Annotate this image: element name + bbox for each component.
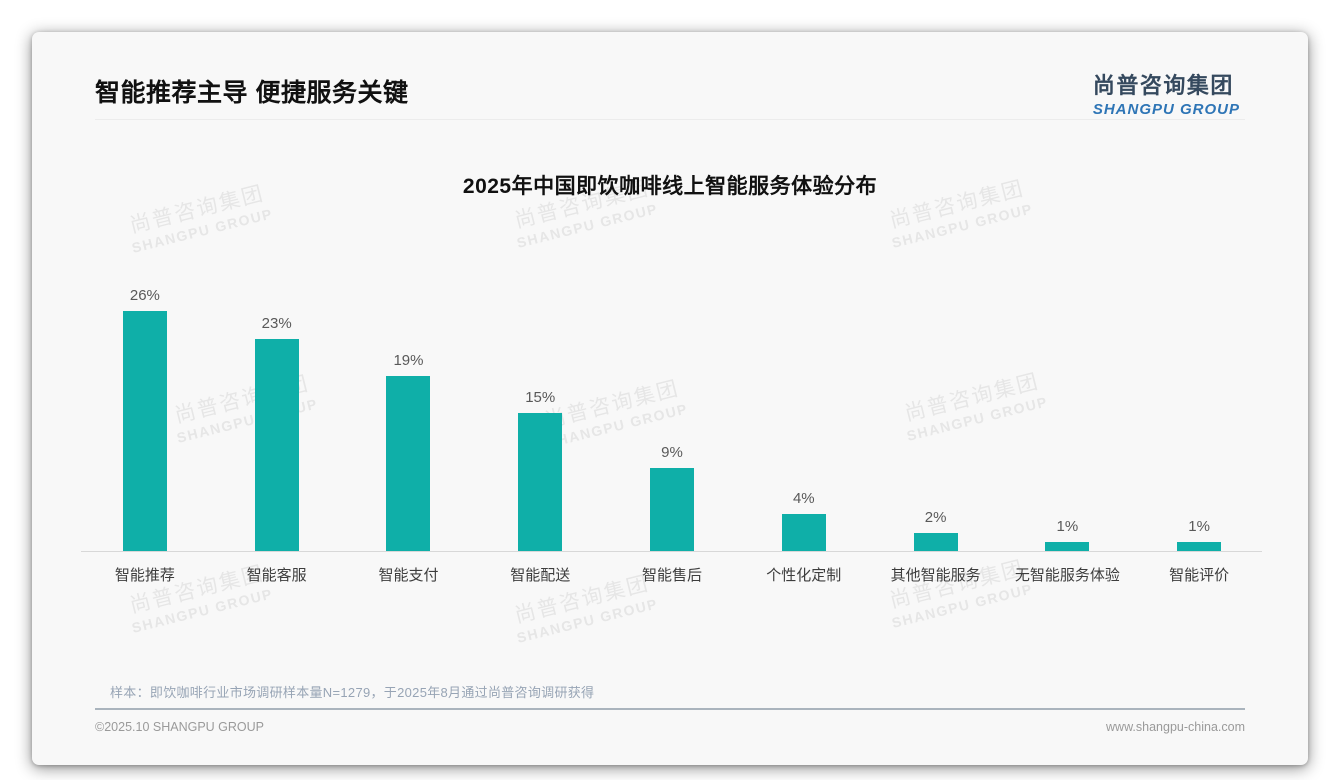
bar	[518, 412, 563, 551]
category-label: 智能售后	[642, 567, 703, 584]
category-label: 智能评价	[1169, 567, 1230, 584]
sample-note: 样本：即饮咖啡行业市场调研样本量N=1279，于2025年8月通过尚普咨询调研获…	[110, 685, 595, 700]
bar-chart: 26% 23% 19% 15% 9% 4% 2% 1% 1%	[79, 271, 1265, 551]
category-label: 智能客服	[246, 567, 307, 584]
website-url: www.shangpu-china.com	[1106, 720, 1245, 734]
category-label: 智能支付	[378, 567, 439, 584]
bar-value-label: 26%	[129, 287, 160, 304]
bar-value-label: 1%	[1056, 517, 1079, 535]
bar	[650, 467, 695, 551]
logo-cn-text: 尚普咨询集团	[1092, 73, 1234, 98]
bar	[254, 338, 299, 551]
bar-value-label: 23%	[261, 314, 292, 332]
bar-value-label: 15%	[525, 388, 556, 406]
logo-en-text: SHANGPU GROUP	[1092, 101, 1240, 118]
bar-column: 1%	[1001, 518, 1133, 551]
chart-title: 2025年中国即饮咖啡线上智能服务体验分布	[462, 175, 878, 198]
bar-value-label: 1%	[1188, 517, 1210, 535]
category-axis: 智能推荐 智能客服 智能支付 智能配送 智能售后 个性化定制 其他智能服务 无智能服务体验 智能…	[79, 564, 1265, 585]
category-label: 智能配送	[510, 567, 571, 584]
footer-divider	[95, 708, 1245, 710]
bar	[913, 532, 958, 551]
footer: ©2025.10 SHANGPU GROUP www.shangpu-china…	[95, 720, 1245, 734]
copyright-text: ©2025.10 SHANGPU GROUP	[95, 720, 264, 734]
bar-column: 1%	[1133, 518, 1265, 551]
category-label: 个性化定制	[766, 567, 842, 584]
bar	[781, 514, 826, 551]
bar-value-label: 4%	[792, 490, 815, 508]
bar-value-label: 19%	[393, 351, 424, 369]
bar-column: 9%	[606, 444, 738, 551]
bar	[386, 375, 431, 551]
bar-column: 4%	[738, 490, 870, 551]
slide-card: 尚普咨询集团 SHANGPU GROUP 尚普咨询集团 SHANGPU GROU…	[32, 32, 1308, 765]
bar	[1045, 541, 1090, 551]
category-label: 无智能服务体验	[1014, 567, 1120, 584]
bar	[122, 311, 167, 551]
category-label: 其他智能服务	[890, 567, 981, 584]
page-title: 智能推荐主导 便捷服务关键	[95, 79, 409, 107]
bar-column: 26%	[79, 287, 211, 551]
bar-value-label: 2%	[924, 508, 947, 526]
header-divider	[95, 119, 1245, 120]
bar-column: 23%	[211, 315, 343, 551]
bar-column: 19%	[343, 352, 475, 551]
bar	[1177, 541, 1222, 551]
bar-column: 2%	[870, 508, 1002, 551]
category-label: 智能推荐	[114, 567, 175, 584]
bar-column: 15%	[474, 388, 606, 551]
company-logo: 尚普咨询集团 SHANGPU GROUP	[1093, 68, 1240, 118]
bar-value-label: 9%	[661, 443, 683, 461]
x-axis-line	[81, 551, 1262, 552]
